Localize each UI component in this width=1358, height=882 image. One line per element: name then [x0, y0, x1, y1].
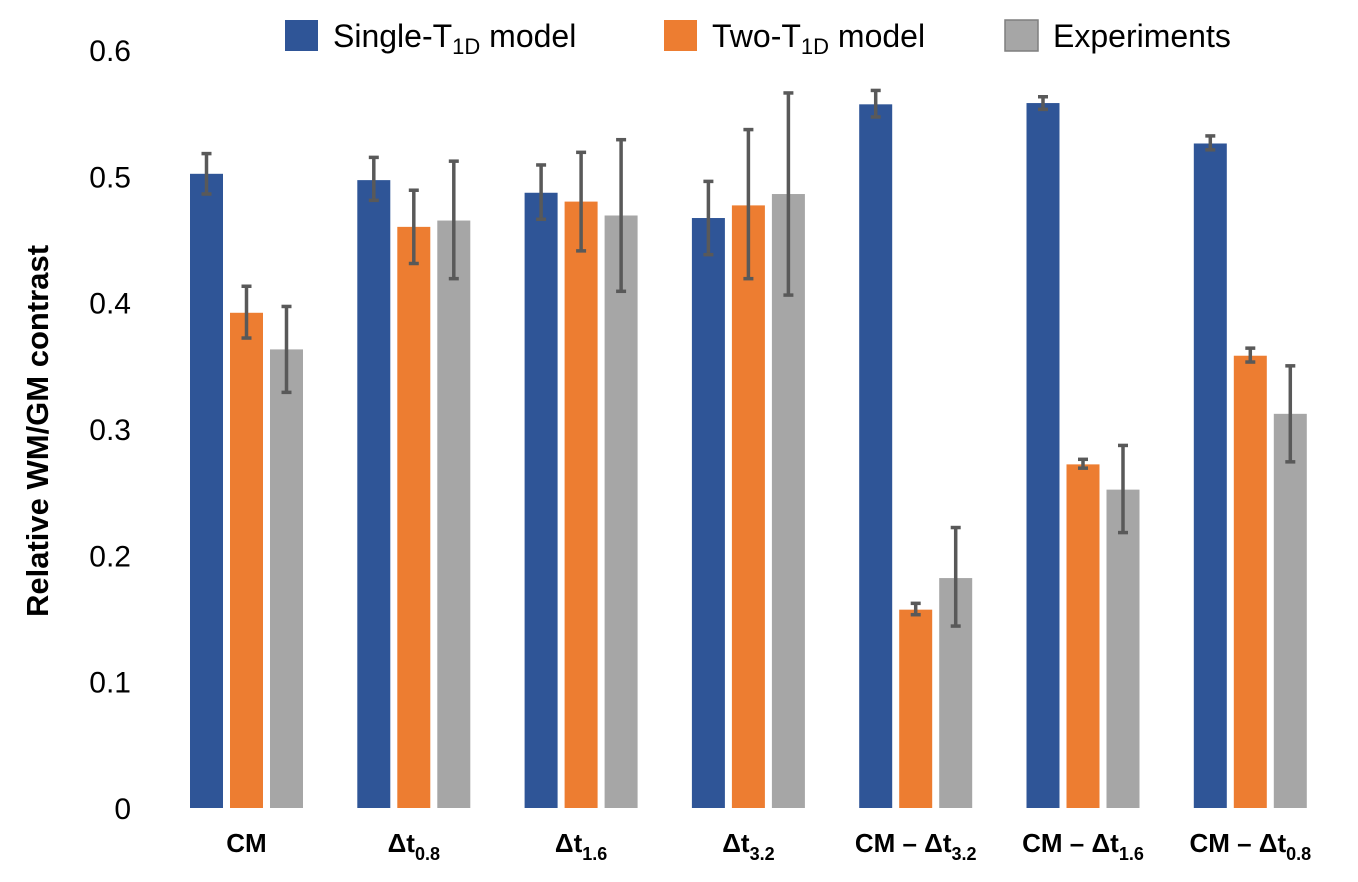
legend-item-2: Two-T1D model — [664, 18, 925, 59]
error-bar-series-3-category-6 — [1118, 443, 1128, 535]
error-bar-series-1-category-5 — [870, 88, 881, 119]
error-bar-series-2-category-7 — [1245, 346, 1256, 364]
error-bar-series-2-category-1 — [241, 284, 252, 340]
bar-series-1-category-3 — [524, 192, 558, 809]
bar-series-1-category-7 — [1193, 143, 1227, 808]
bar-series-2-category-3 — [564, 201, 598, 809]
y-tick-label: 0.2 — [89, 540, 131, 573]
error-bar-series-2-category-4 — [743, 127, 754, 281]
bar-series-3-category-2 — [437, 220, 471, 809]
y-axis-label: Relative WM/GM contrast — [20, 245, 55, 617]
error-bar-series-1-category-6 — [1038, 94, 1048, 112]
y-tick-label: 0.5 — [89, 161, 131, 194]
legend: Single-T1D model Two-T1D model Experiments — [285, 18, 1231, 59]
bar-series-1-category-4 — [691, 218, 725, 809]
legend-swatch — [285, 20, 318, 51]
error-bar-series-2-category-5 — [910, 601, 921, 617]
error-bar-series-1-category-3 — [536, 163, 547, 222]
legend-label: Two-T1D model — [712, 18, 925, 59]
error-bar-series-3-category-5 — [950, 525, 961, 628]
legend-label: Single-T1D model — [333, 18, 576, 59]
x-category-label: CM – Δt1.6 — [1022, 828, 1144, 864]
bars — [190, 103, 1307, 809]
y-tick-label: 0 — [114, 793, 131, 826]
error-bar-series-1-category-1 — [201, 151, 212, 196]
error-bar-series-2-category-3 — [576, 150, 587, 253]
bar-series-2-category-2 — [397, 226, 431, 808]
x-axis-category-labels: CM Δt0.8 Δt1.6 Δt3.2 CM – Δt3.2 CM – Δt1.6 CM … — [226, 828, 1311, 864]
bar-series-3-category-6 — [1106, 489, 1140, 808]
bar-series-2-category-5 — [899, 609, 933, 808]
y-tick-label: 0.1 — [89, 667, 131, 700]
bar-series-1-category-5 — [859, 104, 893, 808]
x-category-label: CM — [226, 828, 266, 858]
error-bar-series-2-category-2 — [408, 188, 419, 266]
y-axis-ticks: 0 0.1 0.2 0.3 0.4 0.5 0.6 — [89, 35, 131, 826]
bar-series-1-category-2 — [357, 180, 391, 808]
bar-series-2-category-4 — [731, 205, 765, 808]
bar-series-3-category-1 — [270, 349, 303, 808]
error-bar-series-3-category-4 — [783, 91, 794, 297]
x-category-label: CM – Δt3.2 — [855, 828, 977, 864]
bar-series-2-category-7 — [1233, 355, 1267, 808]
legend-swatch — [1004, 19, 1039, 52]
bar-series-3-category-7 — [1273, 413, 1307, 808]
error-bar-series-3-category-3 — [616, 137, 627, 294]
legend-swatch — [664, 20, 697, 51]
x-category-label: Δt3.2 — [722, 828, 774, 864]
bar-series-1-category-1 — [190, 173, 223, 809]
error-bar-series-1-category-7 — [1205, 134, 1216, 152]
y-tick-label: 0.3 — [89, 414, 131, 447]
error-bar-series-3-category-7 — [1285, 364, 1296, 464]
bar-series-2-category-1 — [230, 312, 263, 808]
error-bar-series-1-category-4 — [703, 179, 714, 257]
x-category-label: Δt1.6 — [555, 828, 607, 864]
bar-series-3-category-3 — [604, 215, 638, 808]
error-bars — [201, 88, 1296, 628]
x-category-label: Δt0.8 — [388, 828, 440, 864]
legend-item-1: Single-T1D model — [285, 18, 576, 59]
y-tick-label: 0.6 — [89, 35, 131, 68]
error-bar-series-2-category-6 — [1078, 457, 1088, 470]
legend-item-3: Experiments — [1004, 18, 1231, 54]
legend-label: Experiments — [1053, 18, 1231, 54]
error-bar-series-3-category-1 — [281, 304, 292, 395]
error-bar-series-1-category-2 — [368, 155, 379, 203]
bar-series-1-category-6 — [1026, 103, 1060, 808]
y-axis-label-group: Relative WM/GM contrast — [20, 245, 55, 617]
error-bar-series-3-category-2 — [448, 159, 459, 281]
bar-series-2-category-6 — [1066, 464, 1100, 808]
x-category-label: CM – Δt0.8 — [1189, 828, 1311, 864]
y-tick-label: 0.4 — [89, 288, 131, 321]
